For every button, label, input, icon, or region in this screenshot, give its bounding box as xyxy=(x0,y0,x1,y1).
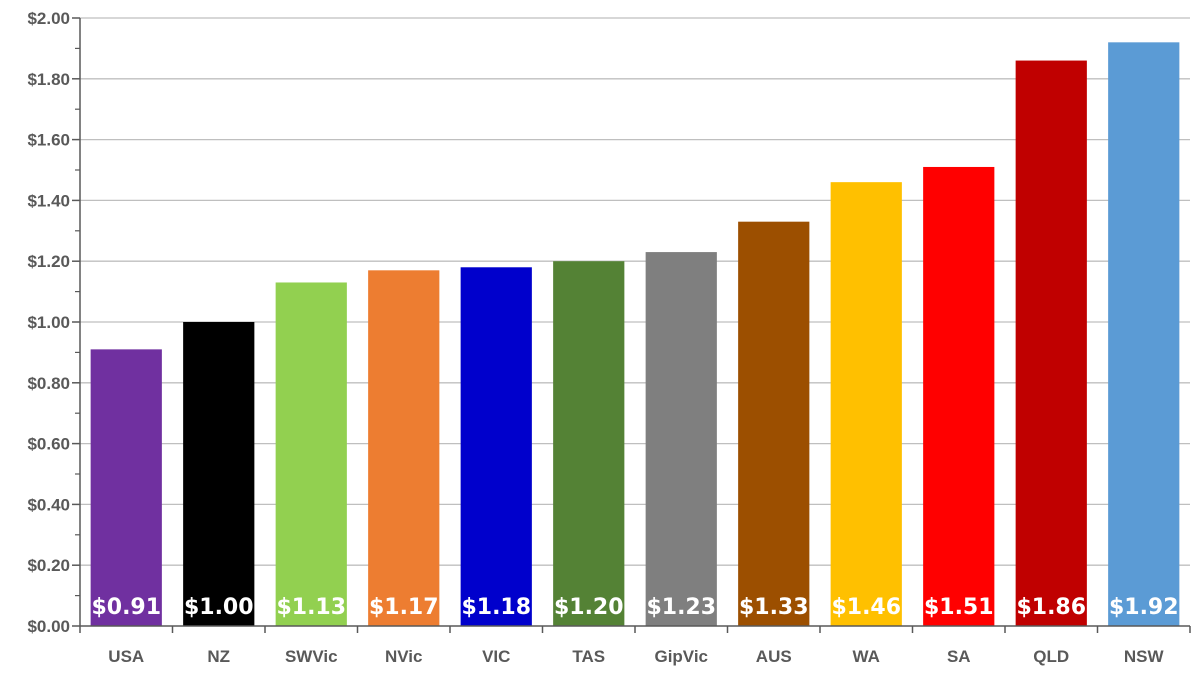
y-tick-label: $0.40 xyxy=(27,495,70,514)
bar-gipvic xyxy=(645,252,717,626)
data-label: $1.18 xyxy=(461,595,531,620)
data-label: $1.86 xyxy=(1016,595,1086,620)
bar-swvic xyxy=(275,282,347,626)
data-label: $1.51 xyxy=(924,595,994,620)
y-tick-label: $1.80 xyxy=(27,70,70,89)
x-tick-label: SWVic xyxy=(285,647,338,666)
axes xyxy=(72,17,1191,633)
x-tick-label: TAS xyxy=(572,647,605,666)
x-tick-label: GipVic xyxy=(654,647,708,666)
y-tick-label: $1.20 xyxy=(27,252,70,271)
x-tick-label: VIC xyxy=(482,647,510,666)
y-tick-label: $0.80 xyxy=(27,374,70,393)
y-tick-label: $0.20 xyxy=(27,556,70,575)
x-tick-label: NZ xyxy=(207,647,230,666)
y-tick-label: $1.40 xyxy=(27,191,70,210)
x-tick-label: NVic xyxy=(385,647,423,666)
y-tick-labels: $0.00 $0.20 $0.40 $0.60 $0.80 $1.00 $1.20 $1.40… xyxy=(27,9,70,636)
x-tick-label: AUS xyxy=(756,647,792,666)
data-label: $1.13 xyxy=(276,595,346,620)
bars xyxy=(90,42,1180,627)
data-label: $1.46 xyxy=(831,595,901,620)
data-label: $1.00 xyxy=(184,595,254,620)
y-tick-label: $1.60 xyxy=(27,131,70,150)
data-labels: $0.91 $1.00 $1.13 $1.17 $1.18 $1.20 $1.23 $1.33… xyxy=(91,595,1178,620)
data-label: $1.23 xyxy=(646,595,716,620)
bar-qld xyxy=(1015,60,1087,627)
gridlines xyxy=(80,17,1190,566)
x-tick-labels: USA NZ SWVic NVic VIC TAS GipVic AUS WA SA QLD NSW xyxy=(108,647,1164,666)
bar-vic xyxy=(460,267,532,626)
y-tick-label: $0.00 xyxy=(27,617,70,636)
data-label: $1.17 xyxy=(369,595,439,620)
bar-aus xyxy=(738,221,810,626)
data-label: $1.20 xyxy=(554,595,624,620)
bar-nvic xyxy=(368,270,440,626)
data-label: $1.33 xyxy=(739,595,809,620)
y-tick-label: $1.00 xyxy=(27,313,70,332)
y-tick-label: $0.60 xyxy=(27,435,70,454)
bar-nsw xyxy=(1108,42,1180,626)
x-tick-label: USA xyxy=(108,647,144,666)
y-tick-label: $2.00 xyxy=(27,9,70,28)
x-tick-label: SA xyxy=(947,647,971,666)
bar-nz xyxy=(183,322,255,626)
x-tick-label: QLD xyxy=(1033,647,1069,666)
bar-usa xyxy=(90,349,162,626)
data-label: $0.91 xyxy=(91,595,161,620)
data-label: $1.92 xyxy=(1109,595,1179,620)
x-tick-label: WA xyxy=(853,647,880,666)
bar-sa xyxy=(923,166,995,626)
bar-wa xyxy=(830,182,902,626)
bar-tas xyxy=(553,261,625,626)
x-tick-label: NSW xyxy=(1124,647,1165,666)
